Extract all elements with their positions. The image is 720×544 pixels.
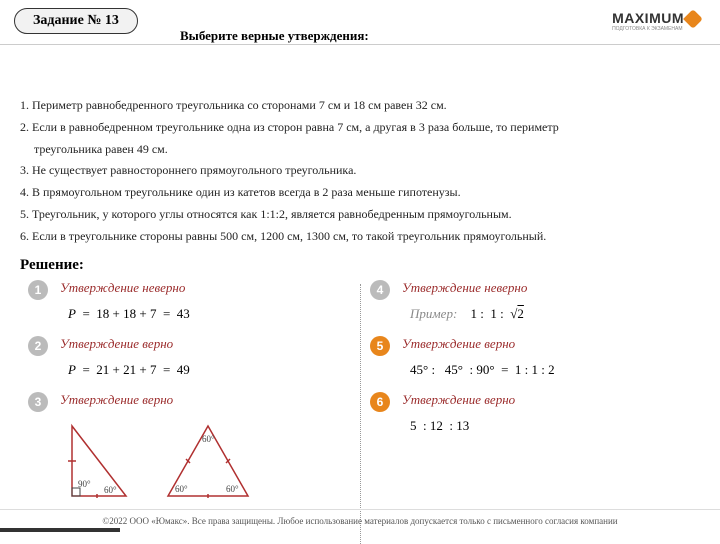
status-3: Утверждение верно (60, 392, 173, 408)
subtitle: Выберите верные утверждения: (180, 28, 369, 44)
logo-text: MAXIMUM (612, 10, 684, 26)
right-column: 4 Утверждение неверно Пример: 1 : 1 : √2… (360, 280, 702, 504)
svg-text:60°: 60° (104, 485, 117, 495)
solution-title: Решение: (20, 257, 720, 274)
equilateral-triangle-icon: 60° 60° 60° (160, 418, 256, 504)
badge-3: 3 (28, 392, 48, 412)
badge-6: 6 (370, 392, 390, 412)
status-2: Утверждение верно (60, 336, 173, 352)
item-4: 4 Утверждение неверно (370, 280, 692, 300)
status-5: Утверждение верно (402, 336, 515, 352)
footer-bar (0, 528, 120, 532)
problem-4: 4. В прямоугольном треугольнике один из … (20, 183, 700, 203)
problem-2b: треугольника равен 49 см. (20, 140, 700, 160)
formula-1: P = 18 + 18 + 7 = 43 (68, 306, 350, 322)
svg-text:60°: 60° (202, 434, 215, 444)
badge-5: 5 (370, 336, 390, 356)
problem-3: 3. Не существует равностороннего прямоуг… (20, 161, 700, 181)
task-badge: Задание № 13 (14, 8, 138, 34)
left-column: 1 Утверждение неверно P = 18 + 18 + 7 = … (18, 280, 360, 504)
svg-text:60°: 60° (175, 484, 188, 494)
status-4: Утверждение неверно (402, 280, 527, 296)
status-6: Утверждение верно (402, 392, 515, 408)
solution-area: 1 Утверждение неверно P = 18 + 18 + 7 = … (18, 280, 702, 504)
formula-6: 5 : 12 : 13 (410, 418, 692, 434)
problem-5: 5. Треугольник, у которого углы относятс… (20, 205, 700, 225)
problem-1: 1. Периметр равнобедренного треугольника… (20, 96, 700, 116)
item-5: 5 Утверждение верно (370, 336, 692, 356)
status-1: Утверждение неверно (60, 280, 185, 296)
badge-2: 2 (28, 336, 48, 356)
item-2: 2 Утверждение верно (28, 336, 350, 356)
formula-2: P = 21 + 21 + 7 = 49 (68, 362, 350, 378)
brand-logo: MAXIMUM ПОДГОТОВКА К ЭКЗАМЕНАМ (612, 10, 700, 32)
logo-subtitle: ПОДГОТОВКА К ЭКЗАМЕНАМ (612, 26, 700, 32)
column-divider (360, 284, 361, 544)
item-1: 1 Утверждение неверно (28, 280, 350, 300)
svg-text:90°: 90° (78, 479, 91, 489)
badge-1: 1 (28, 280, 48, 300)
triangle-diagrams: 90° 60° 60° 60° 60° (62, 418, 350, 504)
problem-2a: 2. Если в равнобедренном треугольнике од… (20, 118, 700, 138)
formula-5: 45° : 45° : 90° = 1 : 1 : 2 (410, 362, 692, 378)
header-divider (0, 44, 720, 45)
item-3: 3 Утверждение верно (28, 392, 350, 412)
problem-list: 1. Периметр равнобедренного треугольника… (20, 96, 700, 247)
footer-text: ©2022 ООО «Юмакс». Все права защищены. Л… (0, 516, 720, 526)
item-6: 6 Утверждение верно (370, 392, 692, 412)
footer-divider (0, 509, 720, 510)
example-label: Пример: (410, 306, 457, 321)
problem-6: 6. Если в треугольнике стороны равны 500… (20, 227, 700, 247)
badge-4: 4 (370, 280, 390, 300)
svg-text:60°: 60° (226, 484, 239, 494)
right-triangle-icon: 90° 60° (62, 418, 142, 504)
formula-4: Пример: 1 : 1 : √2 (410, 306, 692, 322)
